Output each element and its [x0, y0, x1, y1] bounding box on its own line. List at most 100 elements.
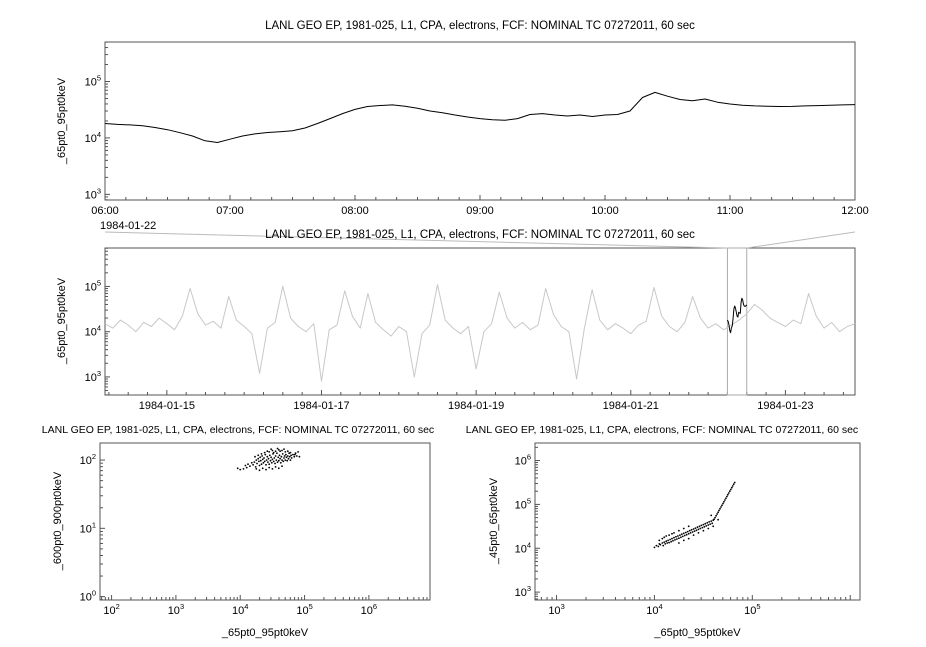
- scatter-point: [729, 488, 732, 491]
- scatter-point: [733, 481, 736, 484]
- panel-context-timeseries[interactable]: 1984-01-15 1984-01-17 1984-01-19 1984-01-21…: [85, 247, 856, 412]
- scatter-point: [684, 531, 687, 534]
- scatter-point: [719, 507, 721, 510]
- scatter-point: [263, 460, 266, 463]
- scatter-right-ylabel: _45pt0_65pt0keV: [488, 477, 500, 565]
- scatter-point: [249, 465, 251, 468]
- scatter-point: [687, 537, 690, 540]
- scatter-point: [726, 495, 728, 498]
- scatter-point: [259, 459, 262, 462]
- scatter-point: [239, 468, 242, 471]
- scatter-point: [268, 454, 271, 457]
- context-date-label: 1984-01-22: [100, 220, 157, 232]
- scatter-point: [686, 530, 689, 533]
- scatter-point: [285, 453, 287, 456]
- scatter-point: [281, 449, 283, 452]
- scatter-point: [682, 532, 685, 535]
- scatter-point: [717, 511, 719, 514]
- scatter-point: [276, 447, 279, 450]
- tick-label: 09:00: [466, 205, 494, 217]
- scatter-point: [281, 459, 283, 461]
- scatter-point: [245, 466, 248, 469]
- scatter-point: [265, 468, 267, 471]
- tick-label: 105: [296, 602, 312, 617]
- scatter-point: [286, 459, 289, 462]
- scatter-point: [272, 451, 275, 454]
- tick-label: 106: [515, 453, 531, 468]
- scatter-point: [260, 463, 263, 466]
- scatter-point: [692, 534, 695, 536]
- scatter-right-xlabel: _65pt0_95pt0keV: [654, 627, 741, 639]
- scatter-point: [700, 524, 703, 527]
- scatter-point: [265, 463, 267, 466]
- tick-label: 104: [515, 540, 531, 555]
- scatter-point: [714, 516, 716, 519]
- scatter-point: [683, 534, 686, 537]
- panel-scatter-45-65[interactable]: 103 104 105 103 104 105 106: [515, 442, 861, 617]
- scatter-point: [277, 456, 280, 459]
- scatter-point: [261, 467, 264, 470]
- tick-label: 1984-01-19: [448, 400, 504, 412]
- scatter-point: [680, 536, 682, 539]
- scatter-point: [242, 468, 245, 470]
- scatter-point: [271, 458, 274, 461]
- scatter-point: [268, 463, 271, 466]
- scatter-point: [680, 533, 683, 536]
- scatter-point: [663, 541, 666, 543]
- scatter-point: [293, 455, 296, 458]
- scatter-point: [283, 457, 285, 459]
- scatter-point: [297, 451, 299, 453]
- context-panel-ylabel: _65pt0_95pt0keV: [56, 277, 68, 365]
- scatter-point: [668, 541, 670, 544]
- scatter-left-title: LANL GEO EP, 1981-025, L1, CPA, electron…: [41, 424, 435, 436]
- scatter-point: [281, 453, 284, 455]
- panel-scatter-600-900[interactable]: 102 103 104 105 106 100 101 102: [80, 442, 431, 617]
- tick-label: 104: [232, 602, 248, 617]
- tick-label: 104: [85, 130, 101, 145]
- scatter-point: [690, 528, 693, 531]
- scatter-point: [254, 466, 257, 468]
- scatter-point: [279, 457, 281, 460]
- panel-zoom-timeseries[interactable]: 06:00 07:00 08:00 09:00 10:00 11:00 12:00 103 10…: [85, 41, 869, 217]
- scatter-point: [285, 456, 288, 459]
- top-panel-title: LANL GEO EP, 1981-025, L1, CPA, electron…: [265, 20, 695, 32]
- scatter-point: [256, 462, 258, 465]
- zoom-connector-right: [746, 231, 856, 249]
- scatter-point: [281, 465, 283, 468]
- tick-label: 11:00: [717, 205, 744, 217]
- scatter-point: [252, 463, 255, 466]
- top-panel-ylabel: _65pt0_95pt0keV: [56, 77, 68, 165]
- tick-label: 1984-01-21: [603, 400, 659, 412]
- scatter-point: [236, 467, 239, 470]
- scatter-point: [277, 448, 280, 451]
- scatter-point: [257, 454, 260, 457]
- tick-label: 1984-01-23: [757, 400, 813, 412]
- scatter-point: [698, 525, 701, 528]
- tick-label: 103: [548, 602, 564, 617]
- tick-label: 1984-01-15: [139, 400, 195, 412]
- scatter-point: [665, 540, 668, 543]
- scatter-point: [687, 532, 690, 535]
- scatter-point: [292, 453, 294, 456]
- scatter-point: [717, 518, 719, 521]
- scatter-left-ylabel: _600pt0_900pt0keV: [52, 471, 64, 571]
- scatter-point: [662, 544, 665, 547]
- scatter-point: [709, 523, 712, 525]
- scatter-point: [260, 453, 263, 455]
- scatter-point: [268, 466, 271, 469]
- scatter-point: [276, 461, 279, 463]
- scatter-point: [653, 546, 656, 549]
- scatter-point: [268, 451, 271, 453]
- scatter-point: [288, 455, 291, 458]
- scatter-point: [287, 457, 290, 460]
- time-range-selection-box[interactable]: [726, 247, 748, 396]
- scatter-point: [289, 451, 292, 454]
- data-series: [104, 91, 856, 143]
- scatter-point: [696, 526, 699, 529]
- scatter-point: [668, 534, 670, 536]
- scatter-point: [692, 528, 695, 530]
- scatter-point: [265, 459, 268, 461]
- scatter-point: [667, 539, 669, 542]
- plot-frame: [534, 442, 861, 601]
